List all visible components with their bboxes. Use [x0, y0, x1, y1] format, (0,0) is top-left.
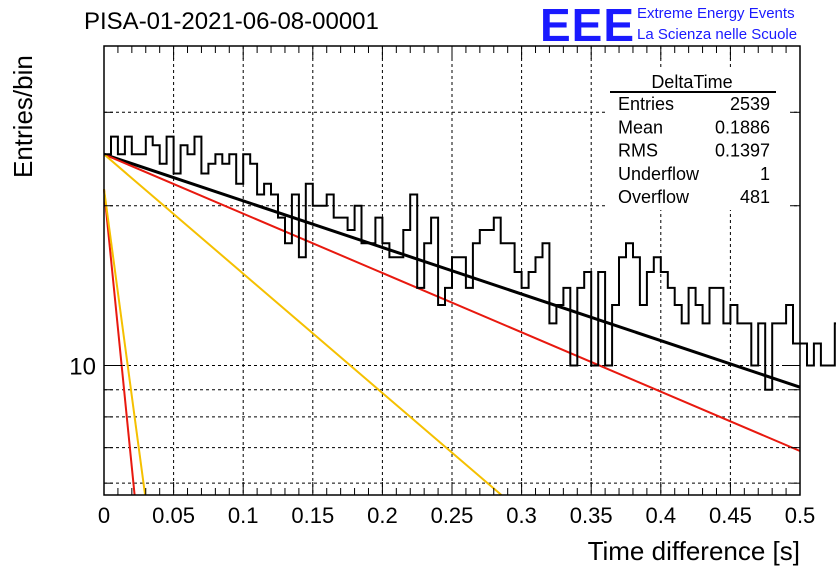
logo-line-1: Extreme Energy Events — [637, 5, 795, 22]
stats-label-rms: RMS — [618, 141, 658, 161]
run-title: PISA-01-2021-06-08-00001 — [84, 8, 379, 35]
stats-label-mean: Mean — [618, 117, 663, 137]
series-line — [103, 153, 503, 496]
stats-value-entries: 2539 — [730, 94, 770, 114]
x-tick-label: 0.05 — [152, 503, 195, 528]
axes-layer: 0 0.05 0.1 0.15 0.2 0.25 0.3 0.35 0.4 0.45 0.5 10 — [69, 45, 816, 528]
x-tick-label: 0.15 — [291, 503, 334, 528]
series-line — [103, 188, 147, 496]
x-tick-label: 0.45 — [709, 503, 752, 528]
x-tick-label: 0.35 — [570, 503, 613, 528]
x-tick-label: 0.3 — [506, 503, 537, 528]
x-tick-label: 0.2 — [367, 503, 398, 528]
x-tick-label: 0 — [98, 503, 110, 528]
x-axis-label: Time difference [s] — [588, 536, 800, 566]
eee-logo: EEE Extreme Energy Events La Scienza nel… — [540, 0, 830, 51]
y-tick-label: 10 — [69, 353, 96, 380]
logo-mark: EEE — [540, 0, 636, 51]
logo-line-2: La Scienza nelle Scuole — [637, 26, 798, 43]
series-line — [103, 153, 801, 452]
series-line — [103, 189, 136, 496]
stats-label-entries: Entries — [618, 94, 674, 114]
histogram — [104, 135, 836, 391]
stats-title: DeltaTime — [651, 72, 732, 92]
x-tick-label: 0.1 — [228, 503, 259, 528]
stats-value-rms: 0.1397 — [715, 141, 770, 161]
x-tick-label: 0.5 — [785, 503, 816, 528]
stats-label-overflow: Overflow — [618, 187, 690, 207]
stats-value-mean: 0.1886 — [715, 117, 770, 137]
stats-value-overflow: 481 — [740, 187, 770, 207]
stats-value-underflow: 1 — [760, 164, 770, 184]
stats-box: DeltaTime Entries 2539 Mean 0.1886 RMS 0.1397… — [608, 70, 790, 210]
x-tick-label: 0.4 — [646, 503, 677, 528]
stats-box-bg — [608, 70, 790, 210]
y-axis-label: Entries/bin — [8, 55, 38, 178]
plot-frame — [103, 45, 801, 496]
x-tick-label: 0.25 — [431, 503, 474, 528]
stats-label-underflow: Underflow — [618, 164, 700, 184]
